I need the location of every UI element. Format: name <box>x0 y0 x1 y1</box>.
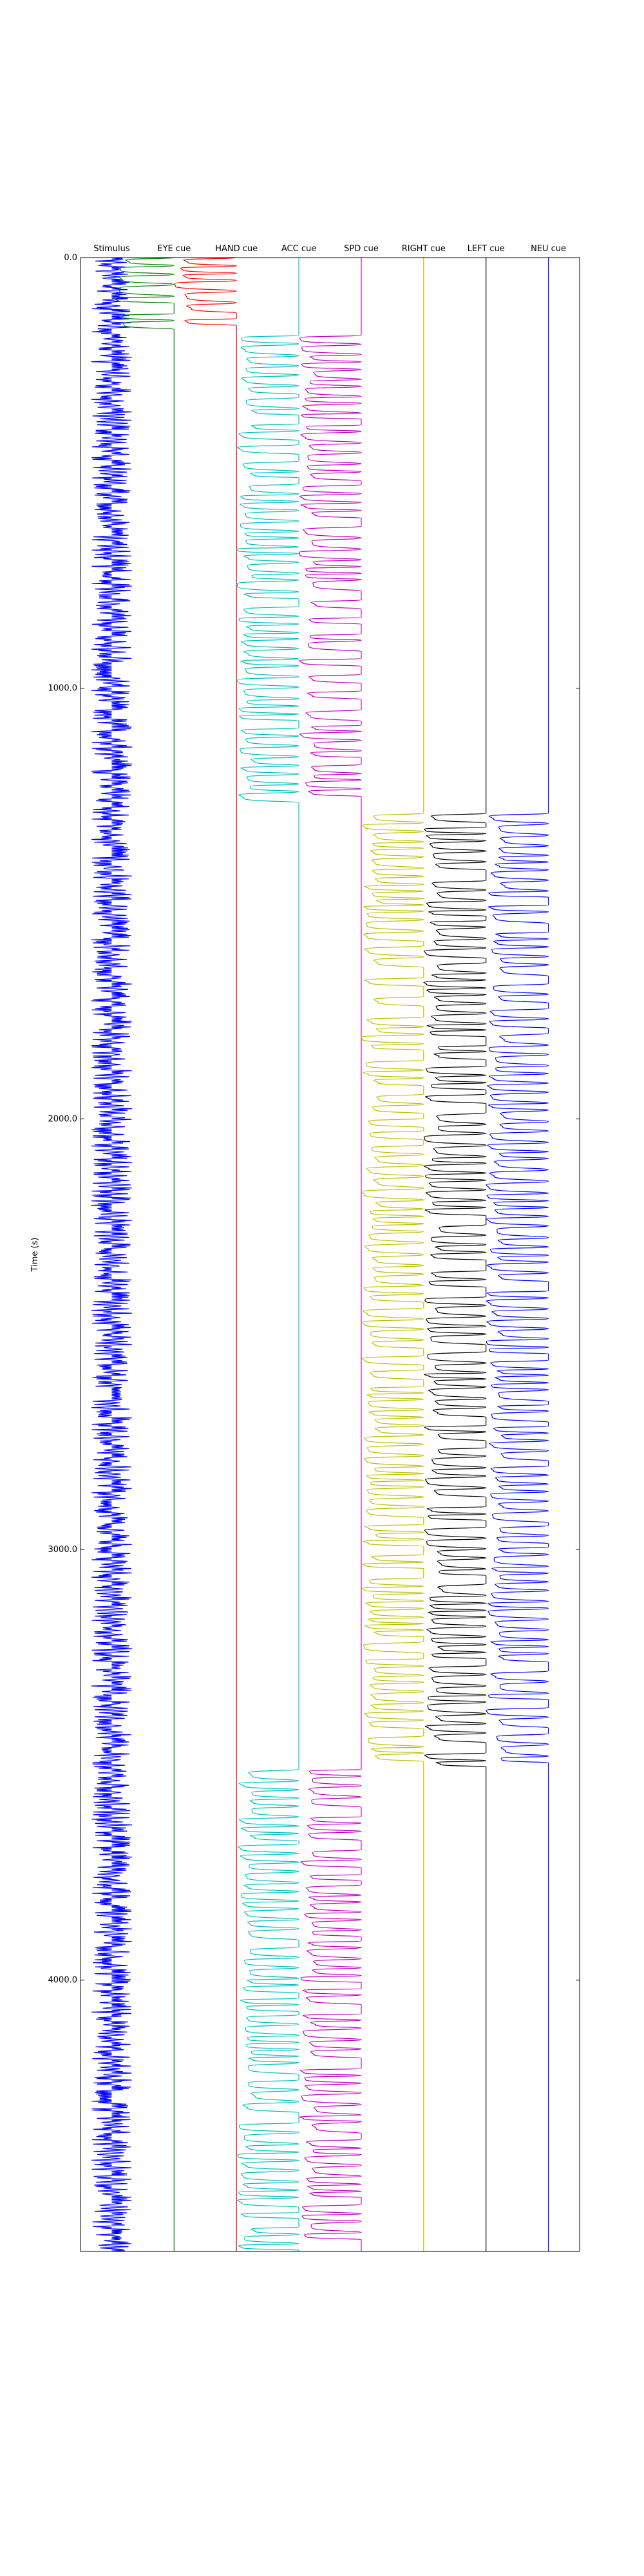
trace-6 <box>423 258 487 2251</box>
y-axis-label: Time (s) <box>30 1238 40 1273</box>
y-tick-label-2: 2000.0 <box>48 1114 78 1124</box>
column-title-0: Stimulus <box>93 244 130 254</box>
column-titles: Stimulus EYE cue HAND cue ACC cue SPD cue RIG… <box>93 244 566 254</box>
traces <box>91 257 549 2252</box>
column-title-1: EYE cue <box>157 244 191 254</box>
trace-0 <box>91 257 133 2252</box>
y-tick-label-0: 0.0 <box>64 253 77 263</box>
y-tick-label-4: 4000.0 <box>48 1976 78 1985</box>
y-tick-label-3: 3000.0 <box>48 1545 78 1555</box>
y-tick-label-1: 1000.0 <box>48 684 78 694</box>
trace-5 <box>361 258 424 2251</box>
trace-7 <box>486 258 549 2251</box>
trace-2 <box>174 257 237 2251</box>
column-title-6: LEFT cue <box>468 244 505 254</box>
trace-1 <box>112 257 175 2251</box>
trace-4 <box>298 258 362 2251</box>
column-title-2: HAND cue <box>215 244 258 254</box>
column-title-3: ACC cue <box>281 244 316 254</box>
y-axis: 0.0 1000.0 2000.0 3000.0 4000.0 <box>48 253 580 1985</box>
trace-3 <box>236 258 299 2251</box>
plot-frame <box>80 257 580 2252</box>
column-title-7: NEU cue <box>531 244 566 254</box>
column-title-4: SPD cue <box>344 244 379 254</box>
column-title-5: RIGHT cue <box>402 244 446 254</box>
